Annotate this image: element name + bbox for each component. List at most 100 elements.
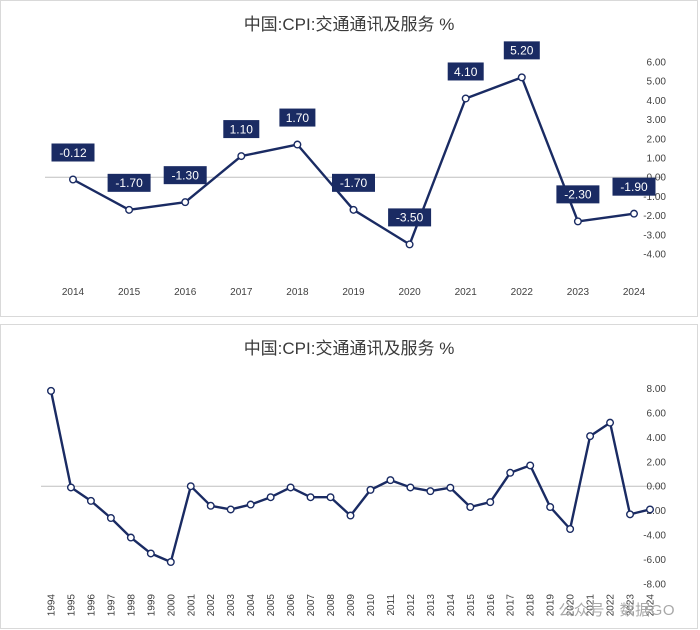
data-label-text: -1.30 — [172, 168, 200, 182]
x-tick-label: 2006 — [286, 594, 297, 617]
data-point — [606, 418, 615, 427]
data-label-text: 1.10 — [230, 122, 254, 136]
y-tick-label: -4.00 — [643, 250, 666, 261]
data-label-text: -1.90 — [620, 180, 648, 194]
x-tick-label: 2023 — [626, 594, 637, 617]
data-label-box — [556, 185, 600, 204]
y-tick-label: -2.00 — [643, 211, 666, 222]
y-tick-label: 0.00 — [647, 173, 667, 184]
data-point — [366, 485, 375, 494]
data-label: -1.70 — [107, 173, 151, 192]
data-label-text: -2.30 — [564, 188, 592, 202]
data-point — [486, 498, 495, 507]
x-tick-label: 2015 — [466, 594, 477, 617]
series-line — [49, 390, 651, 564]
data-point — [293, 140, 302, 149]
data-point — [286, 483, 295, 492]
data-point — [461, 94, 470, 103]
y-tick-label: 5.00 — [647, 77, 667, 88]
series-line — [72, 76, 635, 246]
x-tick-label: 2020 — [398, 287, 421, 298]
data-point — [526, 461, 535, 470]
y-tick-label: 2.00 — [647, 134, 667, 145]
data-label: -1.30 — [163, 166, 207, 185]
data-point — [630, 209, 639, 218]
data-label: 4.10 — [447, 62, 484, 81]
data-point — [349, 205, 358, 214]
x-tick-label: 2004 — [246, 594, 257, 617]
x-tick-label: 2010 — [366, 594, 377, 617]
x-tick-label: 2012 — [406, 594, 417, 617]
data-point — [326, 493, 335, 502]
data-point — [126, 533, 135, 542]
data-point — [106, 513, 115, 522]
x-tick-label: 2017 — [506, 594, 517, 617]
x-tick-label: 2011 — [386, 594, 397, 616]
data-point — [466, 502, 475, 511]
data-label-box — [51, 143, 95, 162]
x-tick-label: 2023 — [567, 287, 590, 298]
x-tick-label: 2000 — [166, 594, 177, 617]
y-tick-label: -1.00 — [643, 192, 666, 203]
x-tick-label: 1999 — [146, 594, 157, 617]
x-tick-label: 2001 — [186, 594, 197, 617]
data-point — [546, 502, 555, 511]
data-point — [66, 483, 75, 492]
y-tick-label: 2.00 — [647, 457, 667, 468]
x-tick-label: 2018 — [286, 287, 309, 298]
x-tick-label: 2002 — [206, 594, 217, 617]
y-tick-label: -2.00 — [643, 506, 666, 517]
data-label-text: -1.70 — [115, 176, 143, 190]
y-tick-label: 8.00 — [647, 384, 667, 395]
chart-panel-top: 中国:CPI:交通通讯及服务 % 6.00 5.00 4.00 3.00 2.00 1.0… — [0, 0, 698, 317]
y-tick-label: -4.00 — [643, 531, 666, 542]
data-point — [506, 468, 515, 477]
x-tick-label: 2024 — [623, 287, 646, 298]
data-label-text: 4.10 — [454, 65, 478, 79]
data-label-box — [503, 41, 540, 60]
line-chart-bottom: 8.00 6.00 4.00 2.00 0.00 -2.00 -4.00 -6.00 -8.00… — [41, 384, 667, 617]
data-point — [146, 549, 155, 558]
x-tick-label: 2014 — [62, 287, 85, 298]
data-point — [626, 510, 635, 519]
data-label: -3.50 — [388, 208, 432, 227]
data-point — [426, 487, 435, 496]
y-tick-label: 4.00 — [647, 433, 667, 444]
x-tick-label: 2016 — [174, 287, 197, 298]
x-tick-label: 2009 — [346, 594, 357, 617]
data-point — [346, 511, 355, 520]
y-tick-label: -3.00 — [643, 230, 666, 241]
data-label: -0.12 — [51, 143, 95, 162]
data-point — [573, 217, 582, 226]
x-tick-label: 2005 — [266, 594, 277, 617]
data-label-box — [163, 166, 207, 185]
data-point — [566, 524, 575, 533]
y-tick-label: 4.00 — [647, 96, 667, 107]
x-tick-label: 1998 — [126, 594, 137, 617]
x-tick-label: 1997 — [106, 594, 117, 617]
data-label-box — [447, 62, 484, 81]
data-label-text: 1.70 — [286, 111, 310, 125]
y-tick-label: 6.00 — [647, 58, 667, 69]
chart-title-bottom: 中国:CPI:交通通讯及服务 % — [243, 339, 455, 358]
data-label-box — [107, 173, 151, 192]
data-point — [226, 505, 235, 514]
x-tick-label: 2019 — [342, 287, 365, 298]
y-tick-label: 0.00 — [647, 482, 667, 493]
chart-title-top: 中国:CPI:交通通讯及服务 % — [243, 15, 455, 34]
data-label-box — [223, 120, 260, 139]
x-tick-label: 2022 — [606, 594, 617, 617]
x-tick-label: 2014 — [446, 594, 457, 617]
data-point — [306, 493, 315, 502]
data-point — [181, 198, 190, 207]
data-point — [266, 493, 275, 502]
data-label: 5.20 — [503, 41, 540, 60]
data-point — [406, 483, 415, 492]
data-label-box — [279, 108, 316, 127]
x-tick-label: 2008 — [326, 594, 337, 617]
y-tick-label: -8.00 — [643, 580, 666, 591]
line-chart-top: 6.00 5.00 4.00 3.00 2.00 1.00 0.00 -1.00 -2.00 -3… — [45, 41, 667, 298]
data-point — [246, 500, 255, 509]
x-tick-label: 2022 — [511, 287, 534, 298]
data-point — [125, 205, 134, 214]
